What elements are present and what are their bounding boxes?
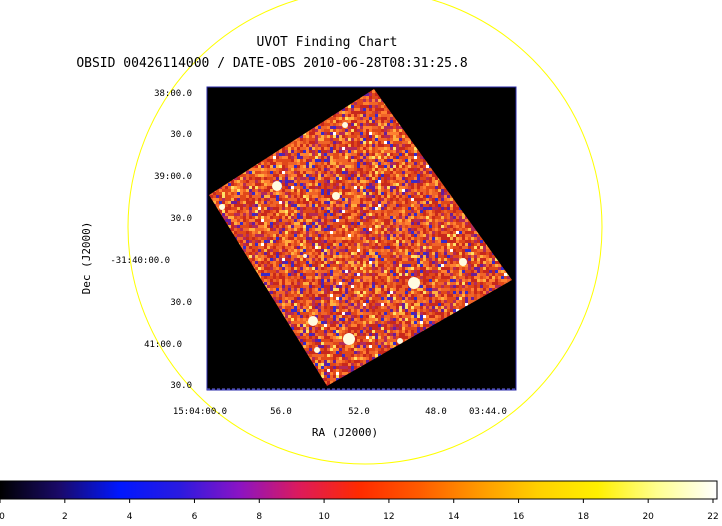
bright-source xyxy=(219,204,225,210)
y-tick-label: 41:00.0 xyxy=(144,340,182,350)
x-tick-label: 15:04:00.0 xyxy=(173,407,227,417)
colorbar-ticks: 0 2 4 6 8 10 12 14 16 18 20 22 xyxy=(0,499,719,521)
colorbar-tick-label: 6 xyxy=(192,512,198,521)
y-tick-label: 30.0 xyxy=(170,381,192,391)
chart-subtitle: OBSID 00426114000 / DATE-OBS 2010-06-28T… xyxy=(76,56,467,71)
colorbar-tick-label: 20 xyxy=(642,512,654,521)
y-tick-label: -31:40:00.0 xyxy=(110,256,170,266)
y-tick-label: 38:00.0 xyxy=(154,89,192,99)
colorbar-tick-label: 10 xyxy=(318,512,330,521)
image-panel xyxy=(207,87,516,390)
colorbar-tick-label: 2 xyxy=(62,512,68,521)
colorbar: 0 2 4 6 8 10 12 14 16 18 20 22 xyxy=(0,481,719,521)
colorbar-tick-label: 22 xyxy=(707,512,718,521)
bright-source xyxy=(303,254,307,258)
colorbar-tick-label: 8 xyxy=(256,512,262,521)
y-tick-label: 30.0 xyxy=(170,298,192,308)
x-tick-label: 48.0 xyxy=(425,407,447,417)
x-tick-label: 56.0 xyxy=(270,407,292,417)
x-axis-label: RA (J2000) xyxy=(312,426,378,439)
bright-source xyxy=(408,277,420,289)
bright-source xyxy=(308,316,318,326)
bright-source xyxy=(343,333,355,345)
bright-source xyxy=(459,258,467,266)
bright-source xyxy=(314,347,320,353)
bright-source xyxy=(342,122,348,128)
bright-source xyxy=(272,181,282,191)
y-axis: 38:00.0 30.0 39:00.0 30.0 -31:40:00.0 30… xyxy=(80,89,192,391)
x-tick-label: 03:44.0 xyxy=(469,407,507,417)
x-axis: 15:04:00.0 56.0 52.0 48.0 03:44.0 RA (J2… xyxy=(173,407,507,439)
colorbar-tick-label: 0 xyxy=(0,512,5,521)
y-tick-label: 39:00.0 xyxy=(154,172,192,182)
bright-source xyxy=(332,192,340,200)
chart-title: UVOT Finding Chart xyxy=(257,35,398,50)
colorbar-tick-label: 12 xyxy=(383,512,394,521)
colorbar-tick-label: 14 xyxy=(448,512,460,521)
y-tick-label: 30.0 xyxy=(170,130,192,140)
y-axis-label: Dec (J2000) xyxy=(80,222,93,295)
colorbar-tick-label: 16 xyxy=(513,512,525,521)
colorbar-gradient xyxy=(0,481,717,499)
colorbar-tick-label: 4 xyxy=(127,512,133,521)
y-tick-label: 30.0 xyxy=(170,214,192,224)
x-tick-label: 52.0 xyxy=(348,407,370,417)
colorbar-tick-label: 18 xyxy=(578,512,590,521)
